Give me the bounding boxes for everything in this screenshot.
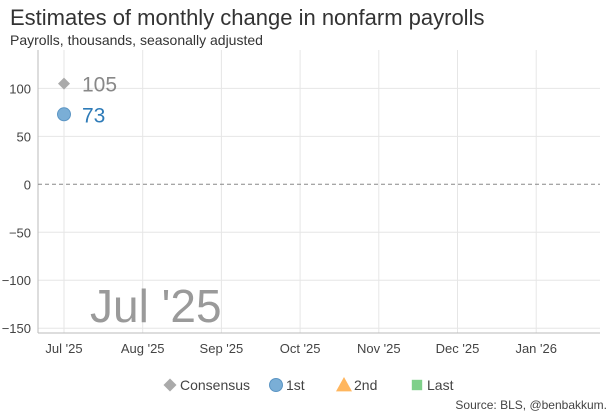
legend-marker (336, 377, 352, 392)
legend-marker (163, 378, 177, 392)
legend-label: Last (427, 377, 454, 393)
legend-label: Consensus (180, 377, 250, 393)
y-tick-label: −100 (2, 273, 31, 288)
chart-subtitle: Payrolls, thousands, seasonally adjusted (10, 32, 263, 48)
data-point-1st (57, 107, 71, 122)
x-tick-label: Jul '25 (45, 341, 82, 356)
month-watermark: Jul '25 (90, 280, 222, 332)
y-tick-label: −150 (2, 321, 31, 336)
x-tick-label: Nov '25 (357, 341, 401, 356)
data-label-1st: 73 (82, 104, 105, 127)
x-tick-label: Oct '25 (280, 341, 321, 356)
chart-title: Estimates of monthly change in nonfarm p… (10, 5, 485, 30)
x-tick-label: Aug '25 (121, 341, 165, 356)
y-tick-label: 0 (24, 177, 31, 192)
legend-label: 1st (286, 377, 305, 393)
x-tick-label: Dec '25 (436, 341, 480, 356)
data-label-consensus: 105 (82, 74, 117, 97)
legend-label: 2nd (354, 377, 377, 393)
source-note: Source: BLS, @benbakkum. (455, 398, 607, 412)
y-tick-label: 100 (9, 81, 31, 96)
y-tick-label: 50 (17, 129, 31, 144)
y-tick-label: −50 (9, 225, 31, 240)
x-tick-label: Sep '25 (200, 341, 244, 356)
data-point-consensus (58, 77, 70, 90)
legend-marker (411, 379, 423, 391)
x-tick-label: Jan '26 (515, 341, 557, 356)
legend-marker (269, 378, 283, 392)
